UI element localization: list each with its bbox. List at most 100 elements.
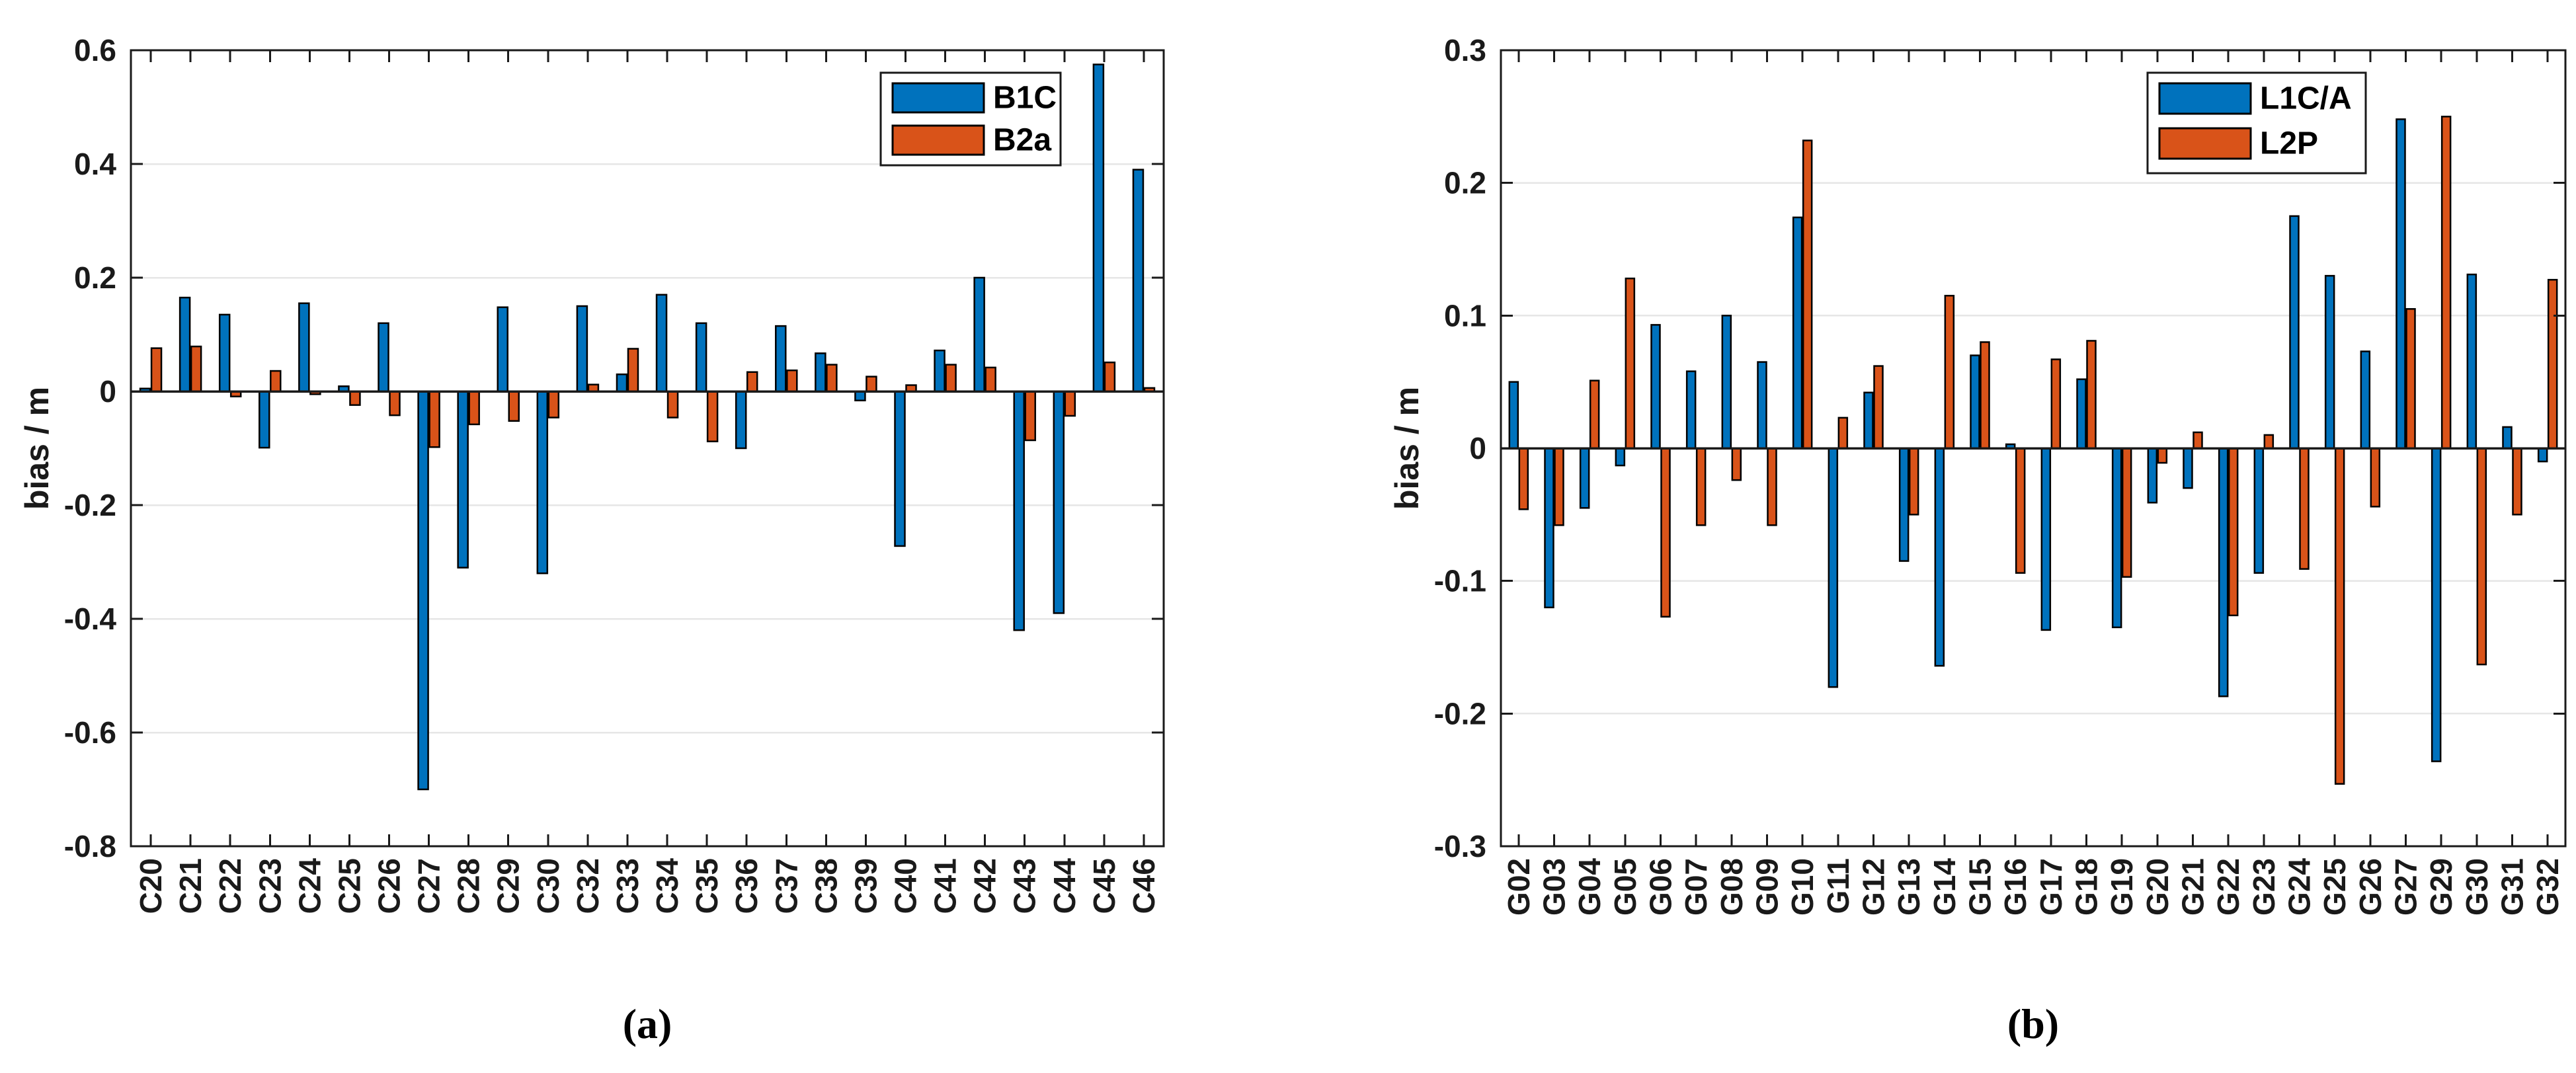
x-tick-label-g18: G18	[2070, 858, 2104, 916]
x-tick-label-g15: G15	[1963, 858, 1997, 916]
bar-c23-b2a	[270, 370, 282, 393]
bar-c44-b1c	[1053, 390, 1065, 614]
bar-c20-b2a	[150, 347, 163, 393]
axis-ticks	[131, 49, 1164, 848]
x-tick-label-g06: G06	[1644, 858, 1678, 916]
bar-g19-l2p	[2121, 447, 2132, 578]
x-tick-label-g09: G09	[1750, 858, 1785, 916]
legend: L1C/A L2P	[2146, 71, 2367, 175]
bar-c37-b1c	[775, 325, 787, 393]
bar-c45-b1c	[1092, 63, 1105, 393]
x-tick-label-c35: C35	[690, 858, 724, 914]
bar-c28-b2a	[468, 390, 480, 426]
bar-g15-l1c-a	[1970, 354, 1980, 450]
x-tick-label-g30: G30	[2460, 858, 2494, 916]
y-tick-label-0-2: 0.2	[74, 260, 116, 295]
bar-g09-l2p	[1767, 447, 1777, 526]
y-tick-label-0: 0	[99, 374, 116, 409]
bar-c21-b2a	[190, 345, 202, 393]
bar-g07-l2p	[1695, 447, 1707, 526]
bar-g18-l2p	[2086, 340, 2097, 450]
bar-g17-l2p	[2050, 358, 2062, 450]
x-tick-label-g13: G13	[1892, 858, 1926, 916]
bar-g03-l1c-a	[1544, 447, 1554, 609]
bar-g29-l1c-a	[2431, 447, 2442, 762]
x-tick-label-c27: C27	[412, 858, 446, 914]
bar-c21-b1c	[179, 296, 191, 393]
bar-g22-l1c-a	[2218, 447, 2229, 697]
legend-label-l1c-a: L1C/A	[2260, 81, 2352, 116]
bar-c28-b1c	[457, 390, 469, 569]
x-tick-label-c36: C36	[729, 858, 764, 914]
x-tick-labels: G02 G03 G04 G05 G06 G07 G08 G09 G10 G11 G12 G13 G14 G…	[1502, 858, 2565, 916]
axis-ticks	[1501, 49, 2565, 848]
bar-g32-l2p	[2547, 278, 2558, 450]
bar-c37-b2a	[786, 369, 798, 393]
bar-c26-b2a	[389, 390, 401, 417]
y-tick-label-0-6: 0.6	[74, 33, 116, 67]
x-tick-label-c43: C43	[1008, 858, 1042, 914]
bar-c29-b1c	[497, 306, 508, 393]
legend-label-l2p: L2P	[2260, 126, 2318, 161]
bar-g13-l2p	[1908, 447, 1919, 516]
y-tick-label-0-1: -0.1	[1434, 564, 1486, 598]
bar-g19-l1c-a	[2111, 447, 2122, 629]
bar-c39-b1c	[854, 390, 866, 402]
y-tick-label-0-3: 0.3	[1444, 33, 1486, 67]
x-tick-label-g20: G20	[2140, 858, 2175, 916]
x-tick-labels: C20 C21 C22 C23 C24 C25 C26 C27 C28 C29 C30 C32 C33 C…	[134, 858, 1161, 914]
y-tick-label-0-8: -0.8	[64, 829, 116, 863]
x-tick-label-g25: G25	[2317, 858, 2352, 916]
x-tick-label-g23: G23	[2247, 858, 2281, 916]
y-tick-label-0-2: -0.2	[1434, 696, 1486, 731]
x-tick-label-c39: C39	[848, 858, 883, 914]
y-tick-label-0-3: -0.3	[1434, 829, 1486, 863]
bar-g20-l1c-a	[2147, 447, 2158, 504]
bar-c22-b1c	[218, 313, 231, 393]
bar-c45-b2a	[1104, 361, 1116, 393]
bar-c39-b2a	[865, 376, 877, 393]
y-gridlines	[131, 163, 1164, 734]
bar-c27-b1c	[417, 390, 429, 791]
bar-c30-b2a	[547, 390, 560, 418]
bar-g13-l1c-a	[1898, 447, 1910, 562]
bar-c32-b1c	[576, 305, 588, 393]
bar-g27-l2p	[2405, 308, 2416, 450]
bar-g08-l1c-a	[1721, 315, 1732, 450]
bar-c27-b2a	[428, 390, 440, 448]
bar-g23-l2p	[2263, 434, 2274, 450]
x-tick-label-g12: G12	[1857, 858, 1891, 916]
caption-b: (b)	[2007, 1000, 2060, 1047]
bar-g26-l1c-a	[2360, 350, 2371, 450]
x-tick-label-c30: C30	[531, 858, 565, 914]
bar-c42-b1c	[973, 276, 985, 393]
bar-g29-l2p	[2440, 116, 2452, 450]
bar-c44-b2a	[1064, 390, 1076, 417]
x-tick-label-g31: G31	[2495, 858, 2530, 916]
bar-c30-b1c	[536, 390, 549, 575]
x-tick-label-g29: G29	[2424, 858, 2458, 916]
bar-g15-l2p	[1980, 341, 1990, 450]
bar-g32-l1c-a	[2537, 447, 2548, 463]
bar-g10-l2p	[1802, 139, 1813, 450]
bar-g25-l2p	[2334, 447, 2345, 785]
bar-g14-l2p	[1944, 294, 1955, 450]
legend-swatch-b2a	[891, 124, 985, 156]
bar-g16-l2p	[2015, 447, 2026, 574]
bar-g30-l1c-a	[2466, 273, 2477, 450]
bar-c40-b1c	[894, 390, 906, 547]
bar-c43-b2a	[1024, 390, 1036, 442]
x-tick-label-g26: G26	[2353, 858, 2388, 916]
bar-c41-b1c	[934, 349, 946, 393]
bar-g14-l1c-a	[1934, 447, 1945, 667]
y-tick-label-0-1: 0.1	[1444, 298, 1486, 333]
legend-swatch-l1c-a	[2158, 82, 2252, 115]
bar-g05-l2p	[1625, 277, 1636, 450]
x-tick-label-c32: C32	[571, 858, 605, 914]
bar-c42-b2a	[985, 366, 996, 393]
bar-g04-l2p	[1589, 379, 1600, 450]
bar-g12-l1c-a	[1863, 391, 1874, 450]
x-tick-label-c26: C26	[372, 858, 407, 914]
x-tick-label-c22: C22	[213, 858, 247, 914]
bar-c41-b2a	[945, 364, 957, 393]
